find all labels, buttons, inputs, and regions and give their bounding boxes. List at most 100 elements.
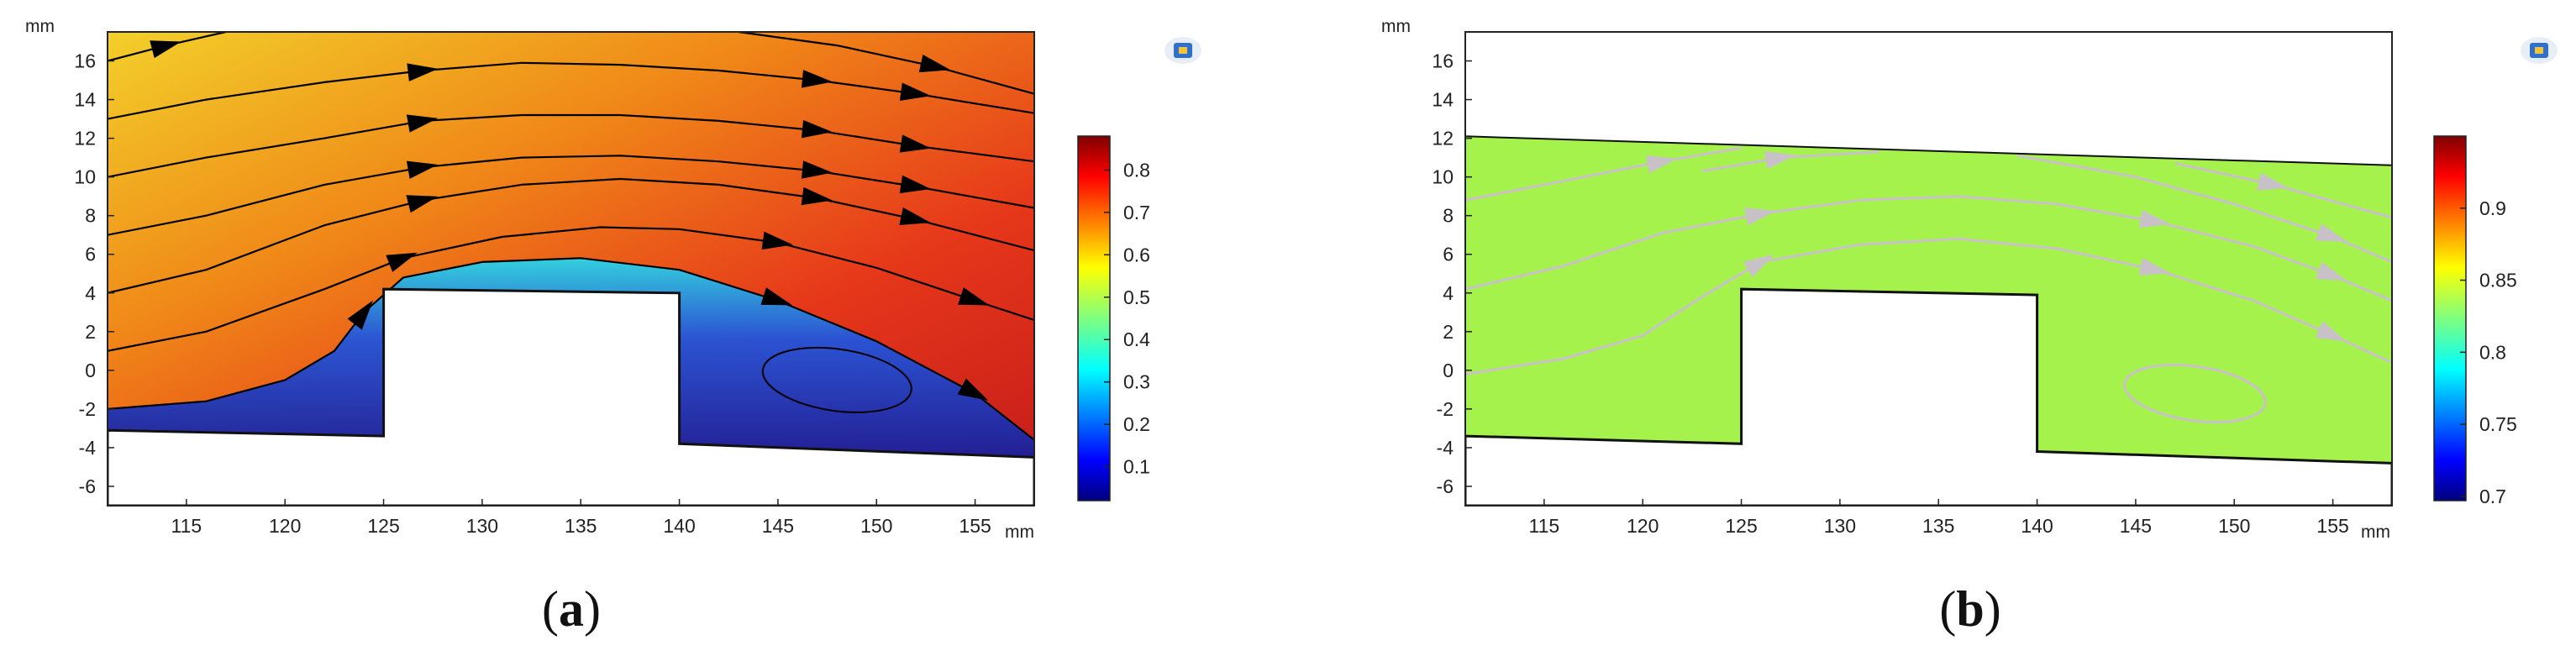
y-tick-label: 16 <box>1432 50 1454 72</box>
y-tick-label: 4 <box>85 282 96 304</box>
colorbar-tick-label: 0.8 <box>2479 341 2506 363</box>
colorbar-tick-label: 0.8 <box>1123 159 1150 181</box>
streamline <box>2016 154 2392 264</box>
y-tick-label: -2 <box>79 398 96 420</box>
y-tick-label: 8 <box>85 205 96 227</box>
density-field <box>1465 136 2392 464</box>
y-tick-label: 12 <box>1432 128 1454 150</box>
colorbar-tick-label: 0.7 <box>1123 202 1150 223</box>
y-tick-label: 2 <box>1443 321 1454 343</box>
y-tick-label: 4 <box>1443 282 1454 304</box>
x-axis-ticks: 115 120 125 130 135 140 145 150 155 <box>171 499 991 537</box>
x-tick-label: 135 <box>565 515 597 537</box>
obstacle-boundary <box>108 287 1034 506</box>
domain-top-boundary <box>1465 32 2392 166</box>
y-axis-ticks: 16 14 12 10 8 6 4 2 0 -2 -4 -6 <box>1432 50 1472 497</box>
x-tick-label: 135 <box>1922 515 1954 537</box>
streamline <box>1465 237 2392 375</box>
y-tick-label: 10 <box>74 166 96 188</box>
y-tick-label: 14 <box>1432 89 1454 111</box>
streamline-arrow <box>150 40 181 59</box>
streamline-arrow <box>2257 172 2289 191</box>
x-tick-label: 120 <box>269 515 301 537</box>
y-tick-label: 2 <box>85 321 96 343</box>
streamline-arrow <box>1744 207 1776 226</box>
colorbar-tick-label: 0.6 <box>1123 244 1150 265</box>
colorbar-ticks: 0.7 0.75 0.8 0.85 0.9 <box>2460 197 2517 507</box>
streamline-arrow <box>761 231 793 250</box>
streamline-arrow <box>1764 150 1796 170</box>
y-tick-label: -4 <box>79 437 97 459</box>
colorbar-tick-label: 0.5 <box>1123 286 1150 308</box>
colorbar-tick-label: 0.4 <box>1123 328 1150 350</box>
colorbar-tick-label: 0.2 <box>1123 413 1150 435</box>
y-tick-label: 10 <box>1432 166 1454 188</box>
x-tick-label: 130 <box>1824 515 1856 537</box>
recirculation-vortex <box>2123 364 2267 423</box>
x-tick-label: 140 <box>2021 515 2053 537</box>
streamline-arrow <box>406 195 438 213</box>
streamline-arrow <box>957 378 989 401</box>
streamline-arrow <box>2315 261 2347 281</box>
streamline <box>1465 195 2392 302</box>
streamline-arrow <box>2315 321 2347 342</box>
streamline-arrow <box>801 160 833 179</box>
streamline <box>108 226 1034 352</box>
y-tick-label: -6 <box>1437 475 1454 497</box>
y-tick-label: 14 <box>74 89 96 111</box>
colorbar-tick-label: 0.7 <box>2479 486 2506 507</box>
streamlines <box>108 32 1034 441</box>
x-tick-label: 140 <box>663 515 695 537</box>
y-axis-ticks: 16 14 12 10 8 6 4 2 0 -2 -4 -6 <box>74 50 114 497</box>
plot-area <box>108 32 1034 506</box>
streamline-arrow <box>899 207 931 226</box>
x-tick-label: 150 <box>860 515 892 537</box>
streamline <box>108 257 1034 441</box>
obstacle-boundary <box>1465 287 2392 506</box>
streamline-arrow <box>899 175 931 194</box>
x-unit-label: mm <box>1005 522 1034 542</box>
streamline <box>108 61 1034 120</box>
y-tick-label: 0 <box>85 360 96 381</box>
streamline-arrow <box>801 186 833 206</box>
streamline-arrow <box>958 287 990 306</box>
x-tick-label: 120 <box>1627 515 1659 537</box>
x-tick-label: 150 <box>2218 515 2250 537</box>
streamline-arrow <box>406 114 439 133</box>
colorbar-tick-label: 0.85 <box>2479 270 2517 291</box>
y-tick-label: 0 <box>1443 360 1454 381</box>
streamline-arrow <box>2138 257 2170 276</box>
colorbar-ticks: 0.1 0.2 0.3 0.4 0.5 0.6 0.7 0.8 <box>1104 159 1150 478</box>
colorbar <box>1077 135 1111 501</box>
x-tick-label: 145 <box>762 515 794 537</box>
y-unit-label: mm <box>1381 17 1411 36</box>
x-tick-label: 145 <box>2120 515 2152 537</box>
streamline-arrow <box>801 119 833 139</box>
x-tick-label: 115 <box>1529 515 1560 537</box>
panel-label-a: (a) <box>542 581 601 637</box>
streamline-arrow <box>1645 155 1678 174</box>
y-tick-label: -4 <box>1437 437 1454 459</box>
colorbar-tick-label: 0.1 <box>1123 456 1150 478</box>
x-unit-label: mm <box>2361 522 2390 542</box>
y-tick-label: 8 <box>1443 205 1454 227</box>
x-tick-label: 125 <box>367 515 399 537</box>
y-tick-label: 6 <box>85 244 96 265</box>
y-unit-label: mm <box>25 17 55 36</box>
y-tick-label: 6 <box>1443 244 1454 265</box>
streamline-arrow <box>2316 223 2347 242</box>
streamlines <box>1465 146 2392 375</box>
x-axis-ticks: 115 120 125 130 135 140 145 150 155 <box>1529 499 2349 537</box>
streamline-arrow <box>899 134 931 153</box>
plot-frame <box>1464 31 2393 507</box>
streamline-arrow <box>347 300 374 330</box>
colorbar-tick-label: 0.9 <box>2479 197 2506 219</box>
streamline-arrow <box>386 252 418 272</box>
y-tick-label: -6 <box>79 475 96 497</box>
panel-b: mm 115 120 125 130 135 140 145 150 155 16 14 12 10 8… <box>1381 17 2558 637</box>
streamline-arrow <box>1743 254 1774 278</box>
streamline <box>108 113 1034 178</box>
plot-frame <box>107 31 1035 507</box>
colorbar-tick-label: 0.3 <box>1123 371 1150 393</box>
